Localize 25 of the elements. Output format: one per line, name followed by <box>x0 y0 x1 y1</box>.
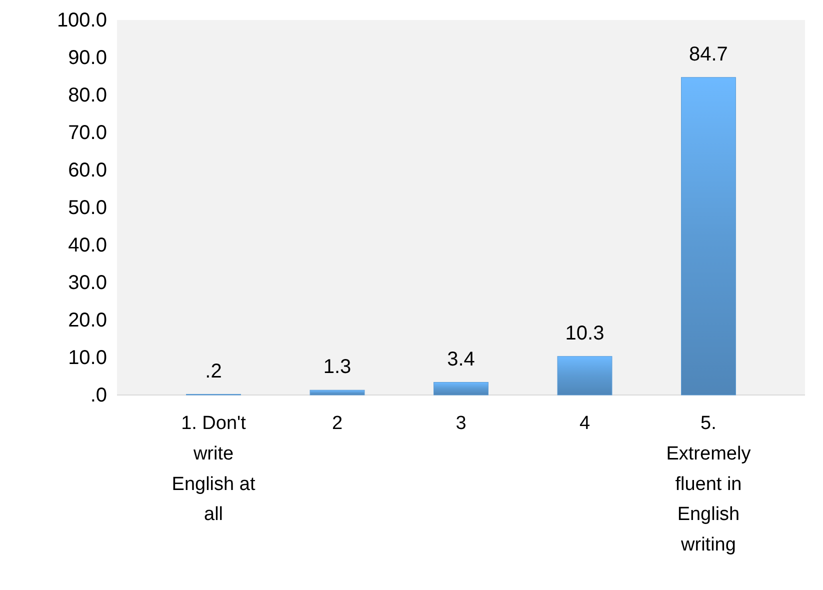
x-tick-label: 1. Don't write English at all <box>172 413 256 526</box>
data-label: 84.7 <box>689 43 728 66</box>
y-tick-label: 60.0 <box>68 159 107 182</box>
bar <box>681 77 736 396</box>
y-tick-label: 50.0 <box>68 196 107 219</box>
bar <box>557 356 612 396</box>
y-tick-label: 20.0 <box>68 309 107 332</box>
y-tick-label: 80.0 <box>68 84 107 106</box>
data-label: 10.3 <box>565 322 604 344</box>
y-tick-label: 70.0 <box>68 122 107 144</box>
y-tick-label: 10.0 <box>68 346 107 369</box>
y-tick-label: 90.0 <box>68 46 107 69</box>
data-label: 3.4 <box>447 348 475 370</box>
y-tick-label: .0 <box>90 384 107 406</box>
data-label: .2 <box>205 360 222 382</box>
x-tick-label: 5. Extremely fluent in English writing <box>666 413 752 556</box>
bar <box>310 390 365 396</box>
x-tick-label: 3 <box>456 413 466 434</box>
y-tick-label: 40.0 <box>68 234 107 256</box>
bar <box>434 382 488 396</box>
y-tick-label: 100.0 <box>56 9 107 32</box>
x-tick-label: 4 <box>579 413 590 434</box>
y-tick-label: 30.0 <box>68 272 107 294</box>
x-tick-label: 2 <box>332 413 343 434</box>
data-label: 1.3 <box>323 356 352 378</box>
